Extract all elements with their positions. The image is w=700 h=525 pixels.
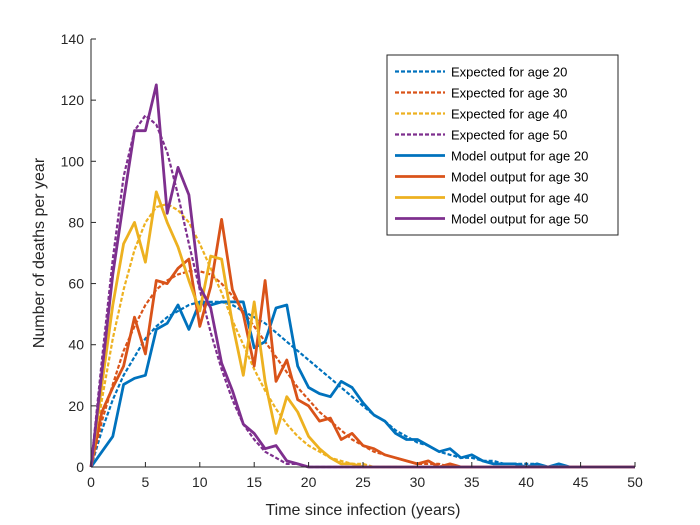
legend-label: Expected for age 30 [451, 86, 567, 101]
y-tick-label: 120 [61, 92, 85, 108]
y-tick-label: 140 [61, 31, 85, 47]
y-tick-label: 0 [76, 459, 84, 475]
y-tick-label: 40 [68, 337, 84, 353]
x-tick-label: 50 [627, 474, 643, 490]
x-axis-title: Time since infection (years) [265, 502, 460, 519]
x-tick-label: 0 [87, 474, 95, 490]
axes-layer: 0 5 10 15 20 25 30 35 40 45 50 0 20 40 60 80 100 120 140 [61, 31, 643, 490]
legend: Expected for age 20 Expected for age 30 Ex… [386, 54, 619, 236]
legend-label: Model output for age 30 [451, 170, 588, 185]
y-tick-label: 100 [61, 153, 85, 169]
x-tick-label: 35 [464, 474, 480, 490]
x-tick-label: 20 [301, 474, 317, 490]
y-axis-title: Number of deaths per year [31, 157, 48, 348]
legend-box [386, 54, 619, 236]
x-tick-label: 10 [192, 474, 208, 490]
y-tick-label: 60 [68, 276, 84, 292]
x-tick-label: 5 [142, 474, 150, 490]
x-tick-label: 45 [573, 474, 589, 490]
x-tick-label: 15 [246, 474, 262, 490]
legend-label: Model output for age 20 [451, 149, 588, 164]
legend-label: Expected for age 20 [451, 65, 567, 80]
legend-label: Expected for age 40 [451, 107, 567, 122]
x-tick-label: 25 [355, 474, 371, 490]
legend-label: Expected for age 50 [451, 128, 567, 143]
x-tick-label: 30 [410, 474, 426, 490]
legend-label: Model output for age 50 [451, 212, 588, 227]
y-tick-label: 20 [68, 398, 84, 414]
y-tick-label: 80 [68, 214, 84, 230]
x-tick-label: 40 [518, 474, 534, 490]
legend-label: Model output for age 40 [451, 191, 588, 206]
